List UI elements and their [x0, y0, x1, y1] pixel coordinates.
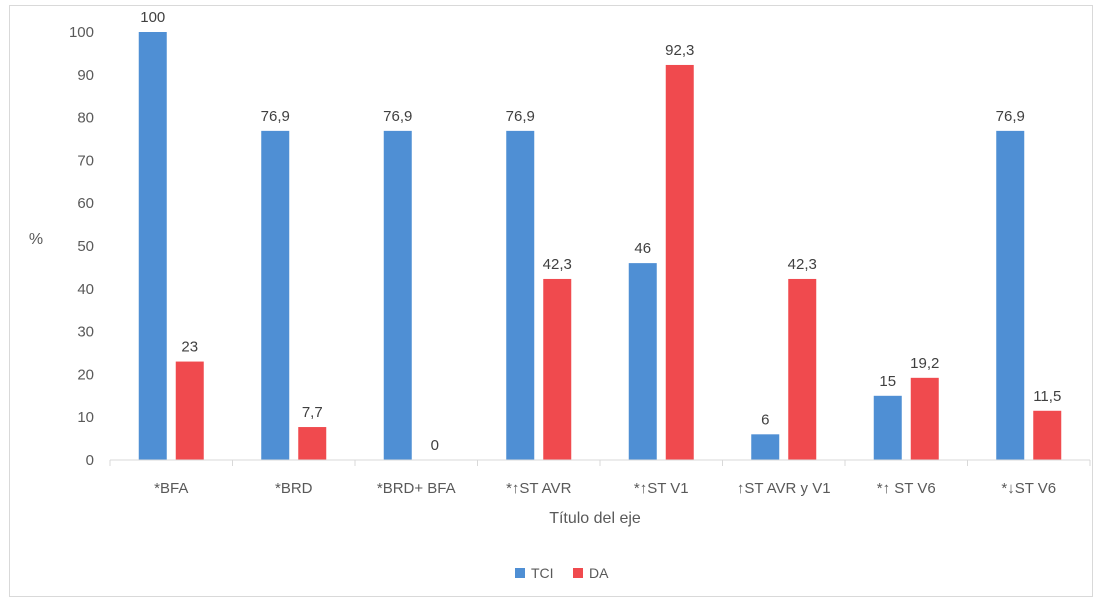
legend-swatch-da: [573, 568, 583, 578]
x-tick-label: *↑ST AVR: [506, 480, 571, 497]
data-label-da: 7,7: [302, 404, 323, 421]
legend-swatch-tci: [515, 568, 525, 578]
bar-da: [1033, 410, 1062, 460]
bar-da: [788, 278, 817, 460]
data-label-tci: 76,9: [996, 108, 1025, 125]
data-label-tci: 76,9: [383, 108, 412, 125]
x-tick-label: *↑ST V1: [634, 480, 689, 497]
y-axis-title: %: [29, 231, 43, 248]
x-tick-label: *↓ST V6: [1001, 480, 1056, 497]
y-tick-label: 80: [77, 110, 94, 127]
bar-tci: [751, 434, 780, 460]
data-label-tci: 6: [761, 411, 769, 428]
bar-da: [543, 278, 572, 460]
bar-tci: [383, 130, 412, 461]
legend: TCI DA: [515, 565, 609, 581]
y-tick-label: 60: [77, 195, 94, 212]
bar-tci: [506, 130, 535, 461]
legend-label-tci: TCI: [531, 565, 554, 581]
data-label-da: 11,5: [1033, 388, 1061, 405]
y-tick-label: 40: [77, 281, 94, 298]
data-label-tci: 46: [634, 240, 651, 257]
x-tick-label: *BFA: [154, 480, 188, 497]
bar-da: [298, 427, 327, 460]
data-labels: 100 23 76,9 7,7 76,9 0 76,9 42,3 46 92,3 6 42,3 15 19…: [140, 9, 1061, 454]
data-label-da: 0: [431, 437, 439, 454]
y-tick-label: 20: [77, 366, 94, 383]
x-tick-label: *BRD: [275, 480, 313, 497]
x-tick-label: ↑ST AVR y V1: [737, 480, 831, 497]
x-axis-ticks: *BFA *BRD *BRD+ BFA *↑ST AVR *↑ST V1 ↑ST AVR …: [109, 460, 1091, 497]
data-label-tci: 15: [879, 373, 896, 390]
bar-tci: [628, 263, 657, 460]
x-tick-label: *BRD+ BFA: [377, 480, 456, 497]
bar-da: [175, 361, 204, 460]
x-tick-label: *↑ ST V6: [877, 480, 936, 497]
y-tick-label: 10: [77, 409, 94, 426]
bar-da: [665, 64, 694, 461]
bar-da: [910, 377, 939, 460]
data-label-tci: 100: [140, 9, 165, 26]
bars: [138, 32, 1062, 461]
data-label-da: 42,3: [543, 256, 572, 273]
y-axis-ticks: 0 10 20 30 40 50 60 70 80 90 100: [69, 24, 94, 469]
bar-tci: [261, 130, 290, 461]
data-label-da: 19,2: [910, 355, 939, 372]
data-label-tci: 76,9: [506, 108, 535, 125]
bar-tci: [996, 130, 1025, 461]
y-tick-label: 90: [77, 67, 94, 84]
legend-label-da: DA: [589, 565, 609, 581]
data-label-tci: 76,9: [261, 108, 290, 125]
data-label-da: 23: [181, 339, 198, 356]
data-label-da: 92,3: [665, 42, 694, 59]
data-label-da: 42,3: [788, 256, 817, 273]
bar-tci: [873, 395, 902, 460]
y-tick-label: 100: [69, 24, 94, 41]
y-tick-label: 50: [77, 238, 94, 255]
bar-tci: [138, 32, 167, 460]
y-tick-label: 70: [77, 152, 94, 169]
y-tick-label: 30: [77, 324, 94, 341]
x-axis-title: Título del eje: [549, 510, 641, 527]
y-tick-label: 0: [86, 452, 94, 469]
